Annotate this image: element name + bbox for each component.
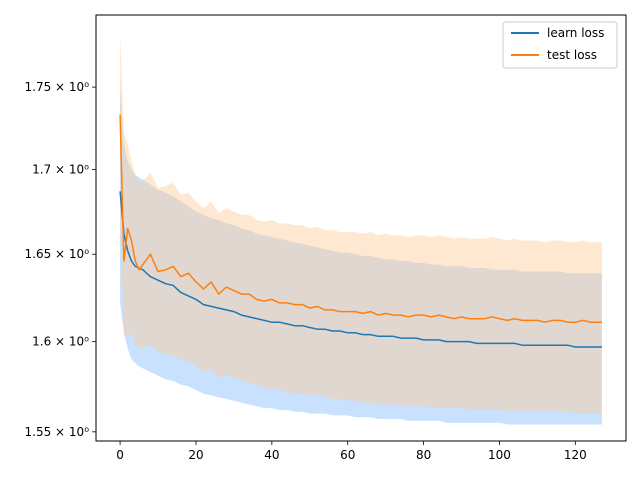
y-tick-label: 1.75 × 10⁰: [25, 80, 90, 94]
line-learn-loss: [119, 191, 602, 348]
plot-frame: [95, 14, 627, 442]
series-lines: [119, 114, 602, 348]
x-axis: 0 20 40 60 80 100 120: [116, 441, 587, 462]
legend: learn loss test loss: [502, 21, 618, 69]
legend-entry: learn loss: [547, 26, 604, 40]
y-tick-label: 1.65 × 10⁰: [25, 247, 90, 261]
band-learn-loss: [120, 87, 602, 425]
y-axis: 1.55 × 10⁰ 1.6 × 10⁰ 1.65 × 10⁰ 1.7 × 10⁰ 1.…: [25, 80, 96, 439]
x-tick-label: 60: [340, 448, 355, 462]
x-tick-label: 0: [116, 448, 124, 462]
line-test-loss: [119, 114, 602, 323]
x-tick-label: 100: [488, 448, 511, 462]
legend-entry: test loss: [547, 48, 597, 62]
y-tick-label: 1.55 × 10⁰: [25, 425, 90, 439]
y-tick-label: 1.6 × 10⁰: [32, 335, 89, 349]
y-tick-label: 1.7 × 10⁰: [32, 162, 89, 176]
x-tick-label: 40: [264, 448, 279, 462]
x-tick-label: 80: [416, 448, 431, 462]
x-tick-label: 20: [188, 448, 203, 462]
x-tick-label: 120: [564, 448, 587, 462]
